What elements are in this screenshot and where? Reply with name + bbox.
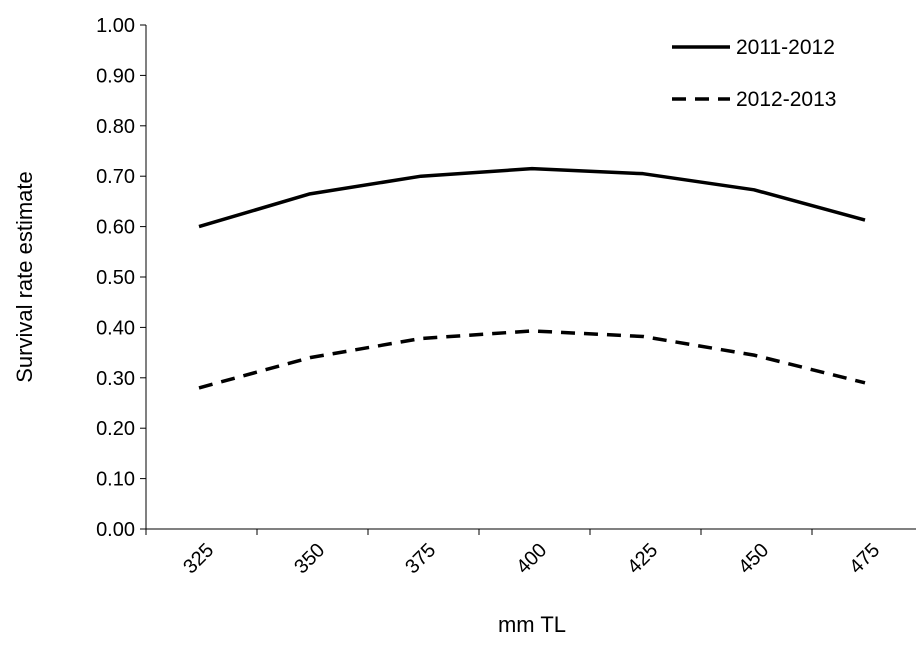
series-line-2012-2013 (198, 329, 866, 390)
y-tick-label: 0.10 (96, 469, 135, 491)
y-tick-label: 1.00 (96, 15, 135, 37)
y-tick-label: 0.60 (96, 217, 135, 239)
x-tick-label: 325 (179, 539, 218, 578)
x-tick-label: 425 (623, 539, 662, 578)
legend-label: 2011-2012 (736, 36, 835, 59)
y-tick-label: 0.90 (96, 65, 135, 87)
x-tick-label: 375 (401, 539, 440, 578)
x-tick-label: 350 (290, 539, 329, 578)
x-axis-title: mm TL (498, 612, 566, 637)
legend-label: 2012-2013 (736, 88, 836, 111)
plot-area: 0.00 0.10 0.20 0.30 0.40 0.50 0.60 0.70 0.80 0.90… (96, 15, 916, 578)
y-tick-label: 0.50 (96, 267, 135, 289)
y-tick-label: 0.30 (96, 368, 135, 390)
y-tick-label: 0.40 (96, 317, 135, 339)
y-tick-label: 0.80 (96, 116, 135, 138)
y-tick-label: 0.20 (96, 418, 135, 440)
x-tick-label: 400 (512, 539, 551, 578)
y-tick-label: 0.00 (96, 519, 135, 541)
y-tick-label: 0.70 (96, 166, 135, 188)
y-axis-title: Survival rate estimate (12, 171, 37, 383)
series-line-2011-2012 (198, 166, 866, 229)
x-tick-label: 450 (734, 539, 773, 578)
x-tick-label: 475 (845, 539, 884, 578)
